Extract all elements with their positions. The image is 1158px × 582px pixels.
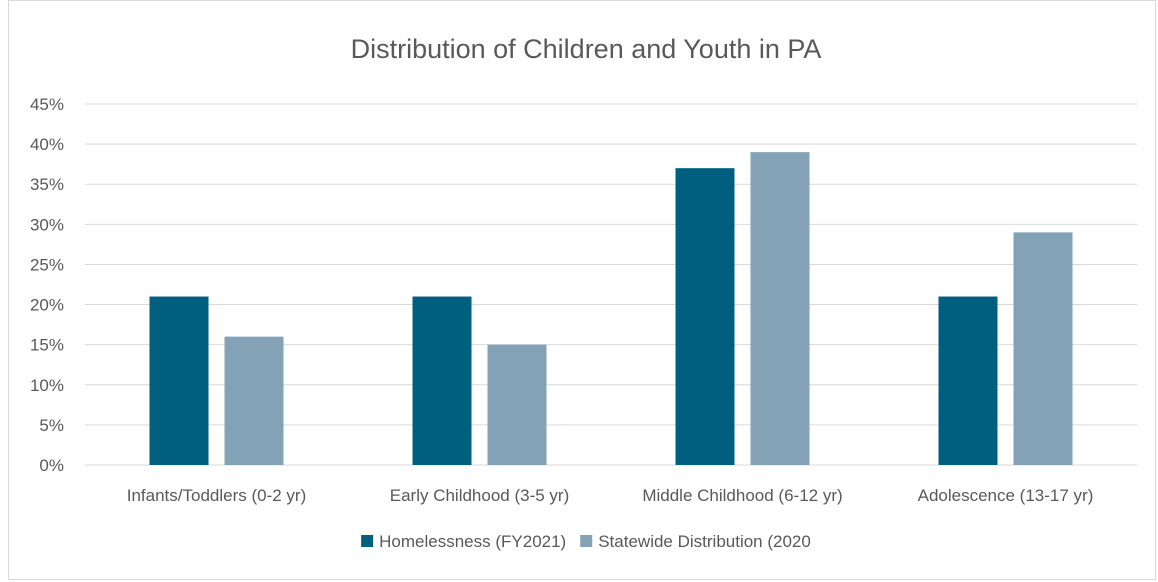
legend: Homelessness (FY2021) Statewide Distribut… xyxy=(361,532,811,551)
x-tick-label: Middle Childhood (6-12 yr) xyxy=(642,486,842,505)
y-tick-label: 30% xyxy=(30,215,64,234)
y-tick-label: 40% xyxy=(30,135,64,154)
bar-statewide-3 xyxy=(1013,232,1073,465)
bar-homelessness-3 xyxy=(938,296,998,465)
legend-swatch xyxy=(361,535,374,547)
bar-statewide-1 xyxy=(487,344,547,465)
x-tick-label: Adolescence (13-17 yr) xyxy=(918,486,1094,505)
y-tick-label: 10% xyxy=(30,376,64,395)
bar-statewide-0 xyxy=(224,336,284,465)
bars xyxy=(149,152,1073,465)
legend-item: Homelessness (FY2021) xyxy=(361,532,566,551)
legend-label: Homelessness (FY2021) xyxy=(379,532,566,551)
y-tick-label: 25% xyxy=(30,255,64,274)
y-tick-label: 20% xyxy=(30,296,64,315)
x-tick-label: Early Childhood (3-5 yr) xyxy=(390,486,570,505)
y-tick-label: 15% xyxy=(30,336,64,355)
bar-homelessness-1 xyxy=(412,296,472,465)
chart-title: Distribution of Children and Youth in PA xyxy=(351,34,822,64)
legend-label: Statewide Distribution (2020 xyxy=(598,532,811,551)
y-tick-label: 0% xyxy=(39,456,64,475)
y-tick-label: 35% xyxy=(30,175,64,194)
legend-swatch xyxy=(580,535,593,547)
y-tick-label: 45% xyxy=(30,95,64,114)
bar-homelessness-2 xyxy=(675,168,735,465)
x-axis-ticks: Infants/Toddlers (0-2 yr) Early Childhood… xyxy=(127,486,1094,505)
chart-frame xyxy=(8,0,1156,580)
y-tick-label: 5% xyxy=(39,416,64,435)
bar-homelessness-0 xyxy=(149,296,209,465)
y-axis-ticks: 0% 5% 10% 15% 20% 25% 30% 35% 40% 45% xyxy=(30,95,64,475)
bar-statewide-2 xyxy=(750,152,810,465)
legend-item: Statewide Distribution (2020 xyxy=(580,532,811,551)
x-tick-label: Infants/Toddlers (0-2 yr) xyxy=(127,486,307,505)
